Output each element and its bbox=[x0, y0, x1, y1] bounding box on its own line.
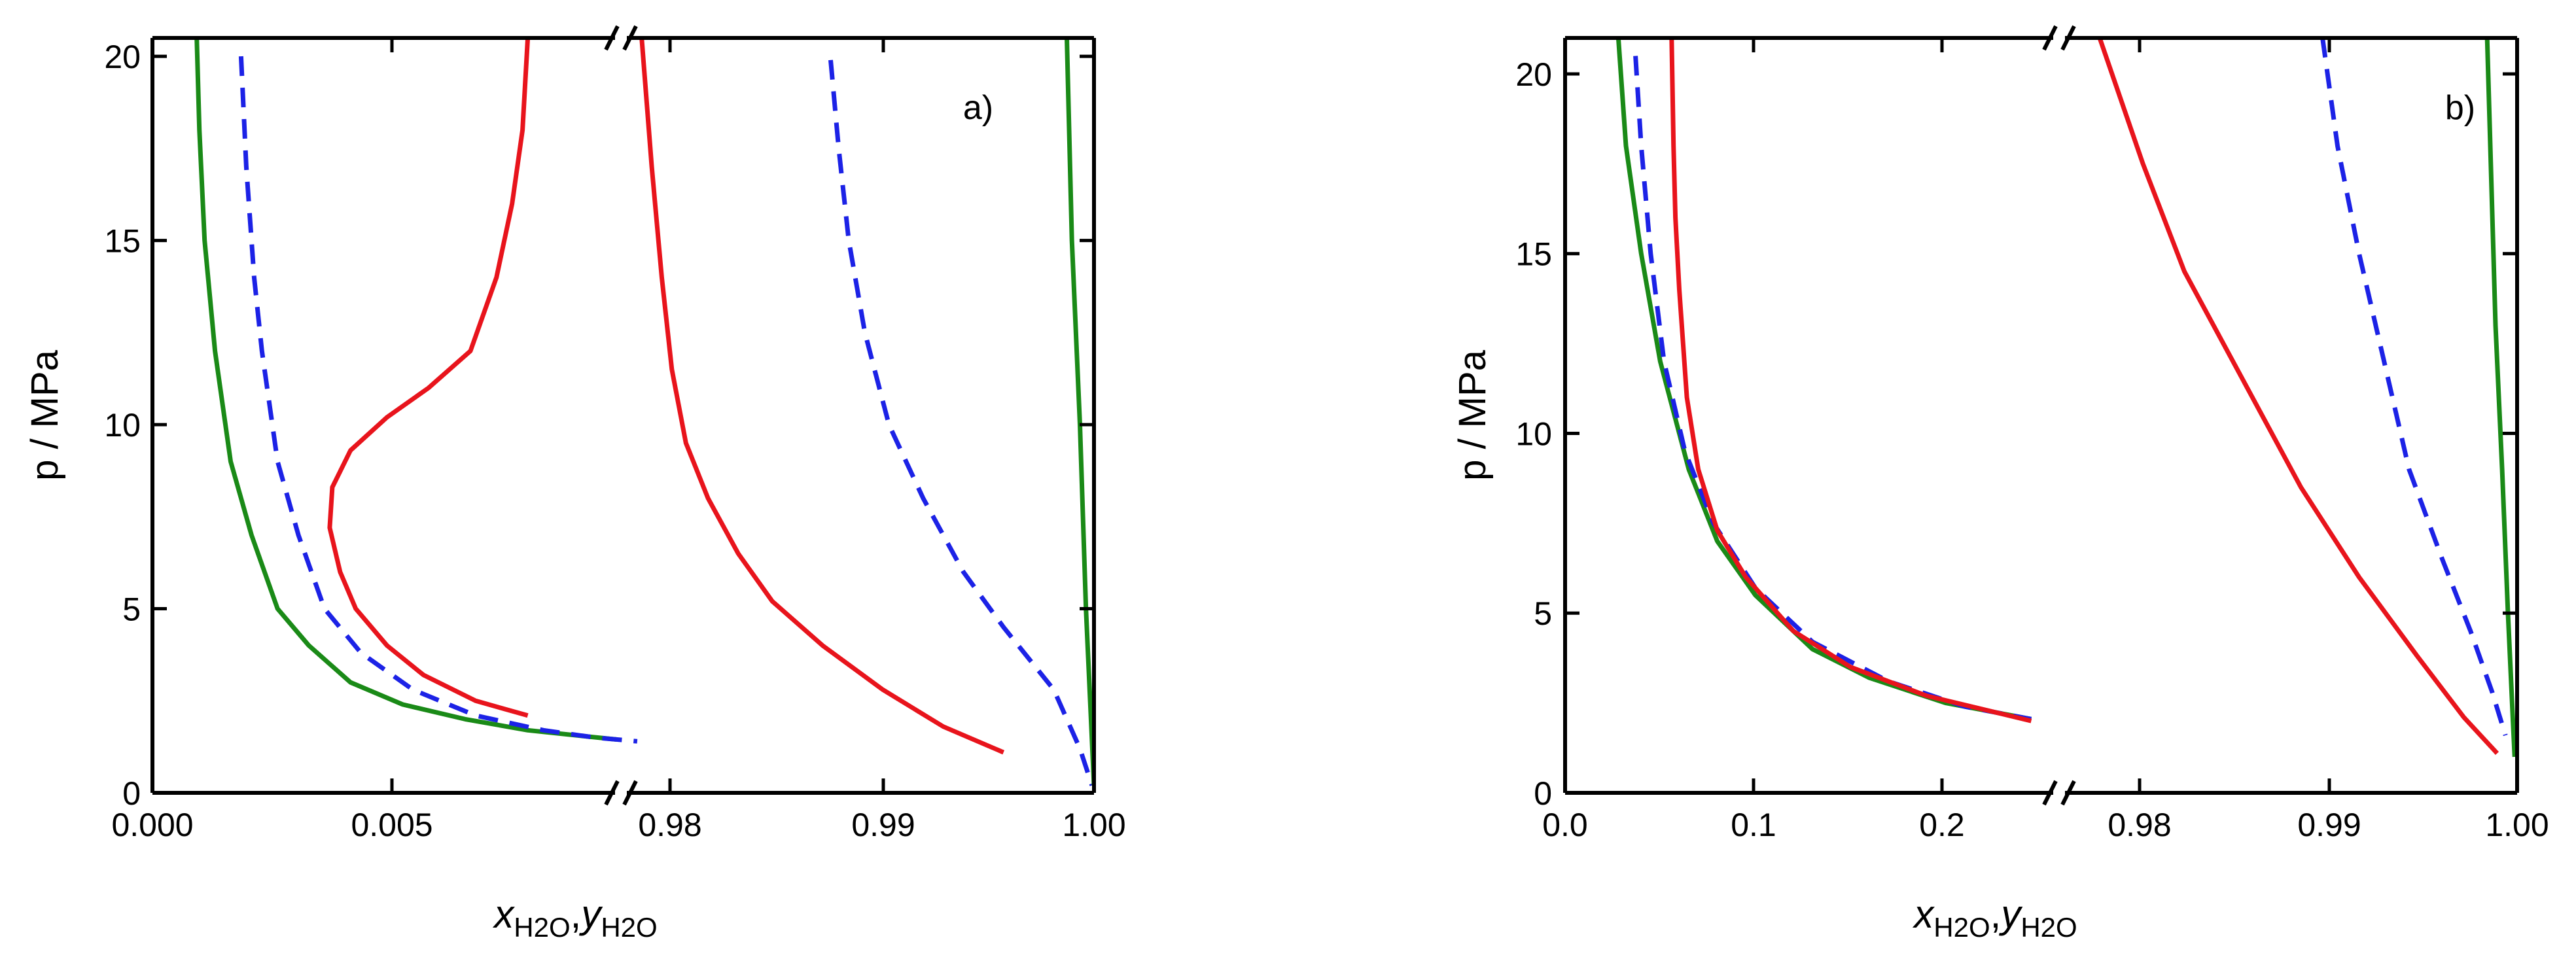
y-tick-label: 20 bbox=[1515, 56, 1552, 93]
y-axis-title: p / MPa bbox=[1451, 349, 1494, 481]
series-group bbox=[1615, 38, 2517, 758]
x-tick-label: 0.98 bbox=[638, 807, 701, 843]
x-tick-label: 1.00 bbox=[2485, 807, 2549, 843]
x-axis-title-sep: , bbox=[1990, 892, 2002, 936]
series-line-blue-liquid bbox=[238, 56, 638, 744]
axis-break-mark-top bbox=[604, 25, 638, 51]
x-axis-title-main2: y bbox=[578, 892, 603, 936]
break-slash bbox=[2042, 780, 2058, 806]
y-tick-label: 5 bbox=[1534, 595, 1552, 632]
y-tick-label: 5 bbox=[122, 591, 141, 628]
y-tick-label: 15 bbox=[104, 223, 141, 260]
series-line-green-liquid bbox=[194, 38, 617, 742]
x-axis-title-sub1: H2O bbox=[1933, 912, 1990, 943]
x-axis-title-main1: x bbox=[492, 892, 515, 936]
series-line-blue-liquid bbox=[1633, 56, 2032, 722]
y-tick-label: 10 bbox=[104, 407, 141, 444]
axis-break-mark-bottom bbox=[2042, 780, 2076, 806]
axis-break-mark-bottom bbox=[604, 780, 638, 806]
y-tick-label: 15 bbox=[1515, 236, 1552, 273]
break-slash bbox=[2060, 780, 2076, 806]
x-axis-title: xH2O,yH2O bbox=[492, 892, 657, 943]
y-tick-label: 0 bbox=[1534, 775, 1552, 812]
series-group bbox=[194, 38, 1094, 786]
series-line-green-vapor bbox=[2484, 38, 2517, 758]
break-slash bbox=[622, 25, 638, 51]
x-tick-label: 0.1 bbox=[1731, 807, 1776, 843]
x-tick-label: 0.2 bbox=[1919, 807, 1965, 843]
x-tick-label: 0.0 bbox=[1542, 807, 1588, 843]
break-slash bbox=[622, 780, 638, 806]
axis-break-mark-top bbox=[2042, 25, 2076, 51]
axes-frame bbox=[1563, 36, 2519, 795]
x-axis-title-main1: x bbox=[1912, 892, 1935, 936]
x-axis-title-sub2: H2O bbox=[601, 912, 657, 943]
break-slash bbox=[2060, 25, 2076, 51]
series-line-red-vapor bbox=[639, 38, 1005, 755]
y-tick-label: 20 bbox=[104, 39, 141, 75]
axes-frame bbox=[150, 36, 1096, 795]
x-tick-label: 0.99 bbox=[851, 807, 915, 843]
series-line-green-liquid bbox=[1615, 38, 2032, 722]
break-slash bbox=[604, 780, 620, 806]
x-axis-title-main2: y bbox=[1998, 892, 2023, 936]
x-tick-label: 0.005 bbox=[351, 807, 432, 843]
x-axis-title-sub2: H2O bbox=[2020, 912, 2077, 943]
x-tick-label: 0.000 bbox=[111, 807, 193, 843]
series-line-blue-vapor bbox=[828, 60, 1094, 786]
panel-label: b) bbox=[2445, 89, 2475, 127]
series-line-blue-vapor bbox=[2320, 38, 2508, 737]
y-tick-label: 10 bbox=[1515, 415, 1552, 452]
x-axis-title-sep: , bbox=[571, 892, 582, 936]
x-tick-label: 1.00 bbox=[1062, 807, 1125, 843]
series-line-red-liquid bbox=[1669, 38, 2032, 724]
y-axis-title: p / MPa bbox=[24, 349, 66, 481]
break-slash bbox=[2042, 25, 2058, 51]
series-line-red-vapor bbox=[2097, 38, 2499, 755]
panel-label: a) bbox=[963, 89, 993, 127]
x-tick-label: 0.99 bbox=[2297, 807, 2361, 843]
y-tick-label: 0 bbox=[122, 775, 141, 812]
x-tick-label: 0.98 bbox=[2108, 807, 2171, 843]
break-slash bbox=[604, 25, 620, 51]
x-axis-title-sub1: H2O bbox=[514, 912, 570, 943]
series-line-red-liquid bbox=[327, 38, 531, 718]
series-line-green-vapor bbox=[1065, 38, 1094, 786]
x-axis-title: xH2O,yH2O bbox=[1912, 892, 2077, 943]
